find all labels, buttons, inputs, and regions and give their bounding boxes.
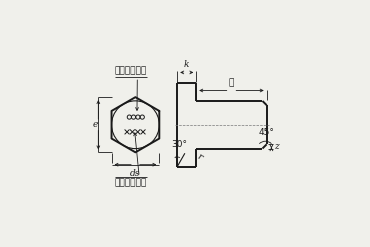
Text: ds: ds	[130, 169, 141, 178]
Text: z: z	[274, 142, 279, 151]
Text: ℓ: ℓ	[229, 78, 234, 87]
Text: k: k	[184, 60, 189, 69]
Text: 45°: 45°	[258, 128, 274, 137]
Text: r: r	[195, 152, 203, 162]
Text: 強度区分表示: 強度区分表示	[115, 179, 147, 187]
Text: e: e	[93, 120, 98, 129]
Text: 30°: 30°	[172, 140, 188, 148]
Text: メーカー表示: メーカー表示	[115, 67, 147, 76]
